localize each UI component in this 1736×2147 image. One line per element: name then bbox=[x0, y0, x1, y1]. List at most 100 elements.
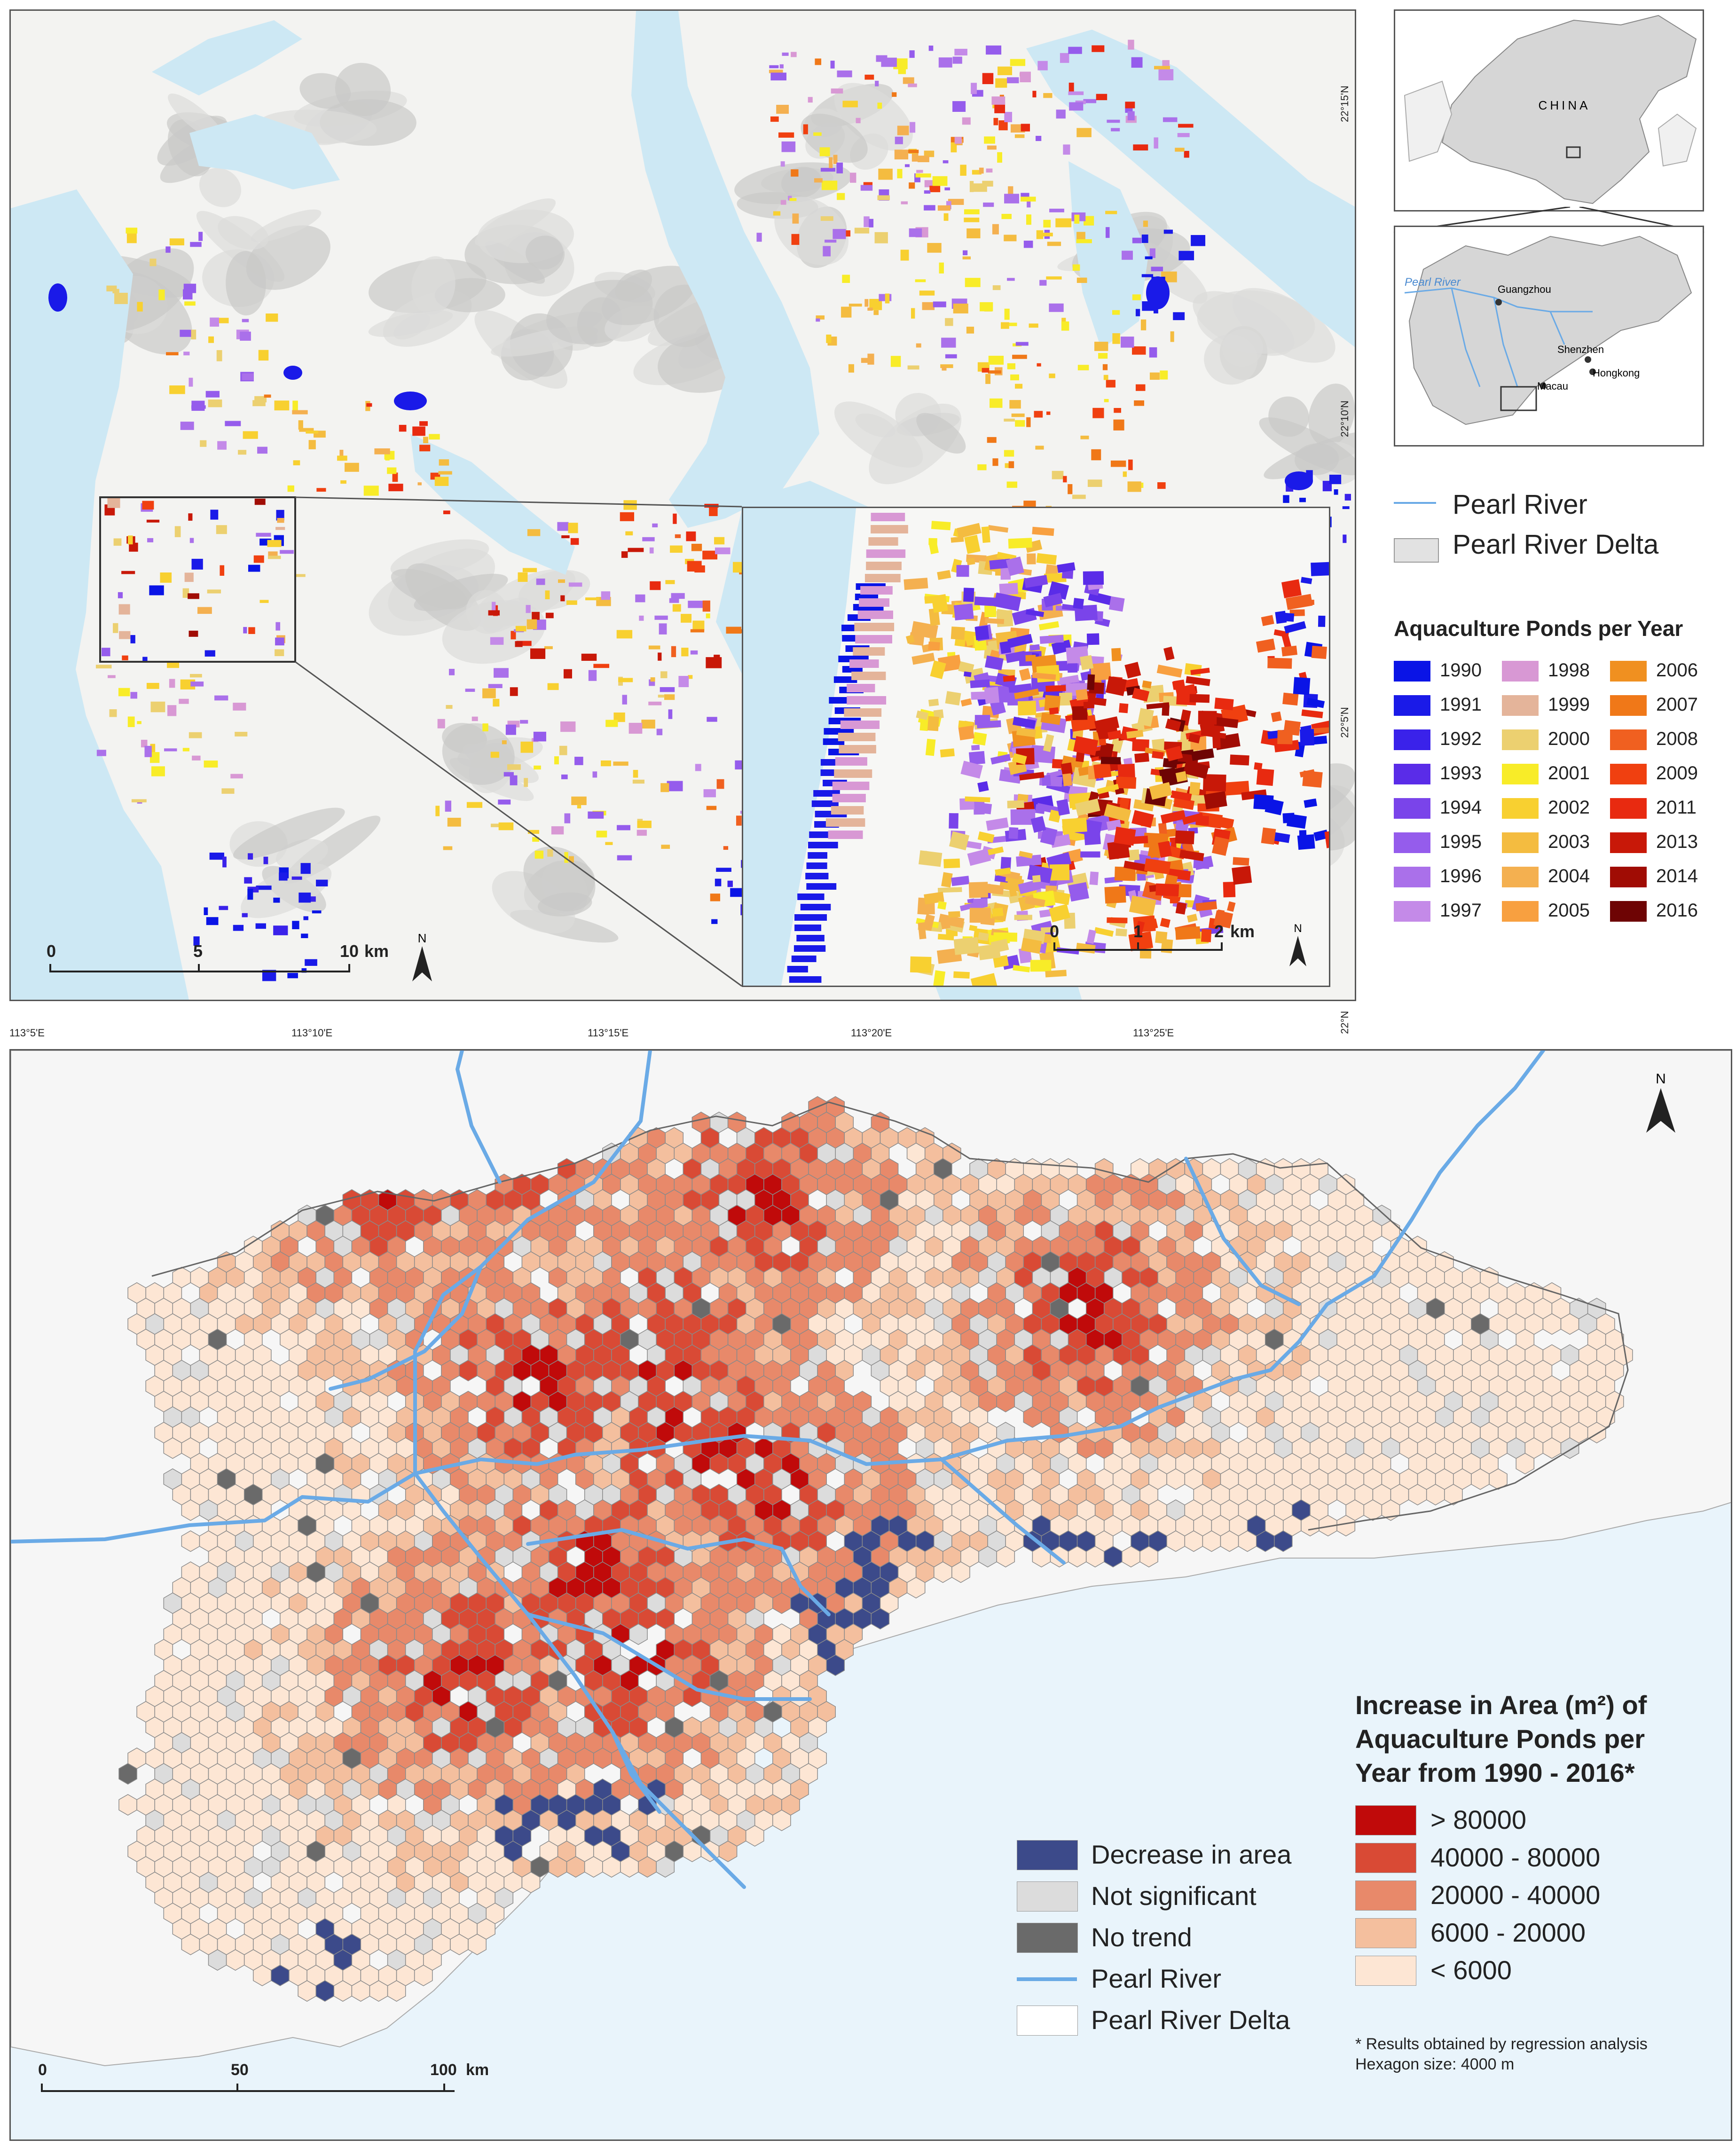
pond bbox=[727, 880, 733, 887]
year-legend-item-2003: 2003 bbox=[1502, 830, 1605, 858]
inset-pond bbox=[1068, 882, 1089, 902]
pond bbox=[190, 242, 202, 247]
inset-pond bbox=[1277, 730, 1293, 744]
pond bbox=[869, 219, 874, 227]
inset-pond bbox=[871, 513, 905, 521]
pond bbox=[166, 352, 179, 356]
pond bbox=[987, 145, 997, 150]
inset-pond bbox=[1261, 827, 1276, 845]
pond bbox=[1063, 476, 1067, 483]
pond bbox=[515, 626, 526, 632]
pond bbox=[1122, 251, 1133, 260]
hill-shade bbox=[916, 413, 966, 454]
pond bbox=[943, 160, 949, 164]
year-label: 1994 bbox=[1440, 797, 1482, 818]
inset-pond bbox=[1104, 886, 1126, 904]
pond bbox=[780, 161, 785, 167]
pond bbox=[130, 635, 135, 643]
pond bbox=[1105, 227, 1110, 238]
inset-pond bbox=[1057, 562, 1076, 573]
pond bbox=[1149, 248, 1155, 258]
pond bbox=[878, 168, 893, 180]
inset-pond bbox=[811, 800, 839, 807]
pond bbox=[108, 675, 116, 678]
pond bbox=[113, 538, 122, 546]
pond bbox=[198, 232, 203, 241]
pond bbox=[909, 182, 915, 189]
pond bbox=[1178, 251, 1194, 260]
pond bbox=[283, 366, 302, 380]
year-legend-item-1993: 1993 bbox=[1394, 761, 1497, 789]
pond bbox=[875, 80, 879, 86]
inset-pond bbox=[1089, 871, 1099, 885]
pond bbox=[898, 67, 906, 74]
pond bbox=[534, 850, 544, 859]
inset-pond bbox=[855, 635, 893, 643]
inset-pond bbox=[937, 887, 962, 893]
bottom-map-frame[interactable]: N 0 50 100 km Decrease in area Not signif… bbox=[9, 1049, 1732, 2141]
pond bbox=[179, 698, 189, 704]
pond bbox=[909, 50, 915, 58]
inset-pond bbox=[1216, 909, 1225, 923]
inset-pond bbox=[1083, 571, 1104, 585]
legend-pearl-river-label: Pearl River bbox=[1453, 489, 1587, 520]
pond bbox=[151, 766, 165, 776]
pond bbox=[1160, 370, 1168, 380]
inset-pond bbox=[1110, 738, 1123, 753]
pond bbox=[205, 391, 220, 398]
pond bbox=[1125, 102, 1135, 109]
inset-pond bbox=[970, 973, 998, 986]
year-legend-item-2007: 2007 bbox=[1610, 692, 1713, 721]
pond bbox=[924, 190, 931, 194]
pond bbox=[601, 760, 611, 767]
pond bbox=[1014, 134, 1025, 138]
pond bbox=[233, 703, 246, 711]
pond bbox=[219, 906, 228, 910]
pearl-river-lines bbox=[11, 1050, 1545, 1889]
inset-pond bbox=[864, 574, 901, 582]
zoom-inset[interactable]: 0 1 2 km N bbox=[742, 507, 1330, 987]
year-legend-item-1991: 1991 bbox=[1394, 692, 1497, 721]
pond bbox=[189, 630, 198, 637]
inset-pond bbox=[1040, 712, 1061, 725]
pond bbox=[730, 888, 744, 897]
pond bbox=[1035, 446, 1044, 450]
locator-delta[interactable]: Pearl River Guangzhou Shenzhen Hongkong … bbox=[1394, 226, 1704, 447]
pond bbox=[1132, 294, 1141, 300]
pond bbox=[716, 779, 724, 789]
symbol-label: Decrease in area bbox=[1091, 1840, 1292, 1869]
year-swatch bbox=[1394, 764, 1430, 784]
pond bbox=[253, 555, 264, 563]
hexagon-cell bbox=[718, 1841, 738, 1862]
inset-pond bbox=[1080, 655, 1094, 670]
locator-china[interactable]: CHINA bbox=[1394, 9, 1704, 212]
pond bbox=[182, 588, 189, 598]
year-label: 2007 bbox=[1656, 694, 1698, 715]
inset-pond bbox=[971, 744, 980, 751]
inset-pond bbox=[1114, 866, 1136, 881]
pond bbox=[491, 602, 496, 611]
inset-pond bbox=[1155, 883, 1179, 897]
pond bbox=[1143, 220, 1148, 227]
pond bbox=[165, 246, 171, 253]
pond bbox=[230, 774, 243, 779]
pond bbox=[1123, 471, 1127, 477]
pond bbox=[671, 593, 685, 599]
year-swatch bbox=[1610, 901, 1647, 922]
inset-pond bbox=[1032, 672, 1056, 680]
pond bbox=[1145, 256, 1153, 259]
bottom-legend-title-3: Year from 1990 - 2016* bbox=[1355, 1758, 1635, 1787]
top-map-frame[interactable]: 0 1 2 km N 0 5 10 km N bbox=[9, 9, 1356, 1001]
pond bbox=[419, 421, 428, 426]
inset-pond bbox=[1000, 857, 1012, 870]
inset-pond bbox=[928, 698, 939, 707]
pond bbox=[1131, 57, 1143, 68]
inset-pond bbox=[1014, 915, 1032, 920]
pond bbox=[434, 477, 449, 486]
pond bbox=[1112, 333, 1120, 344]
lon-label-4: 113°20'E bbox=[851, 1027, 892, 1039]
pond bbox=[298, 420, 303, 430]
pond bbox=[941, 337, 956, 348]
pond bbox=[527, 830, 539, 834]
inset-pond bbox=[974, 625, 990, 641]
